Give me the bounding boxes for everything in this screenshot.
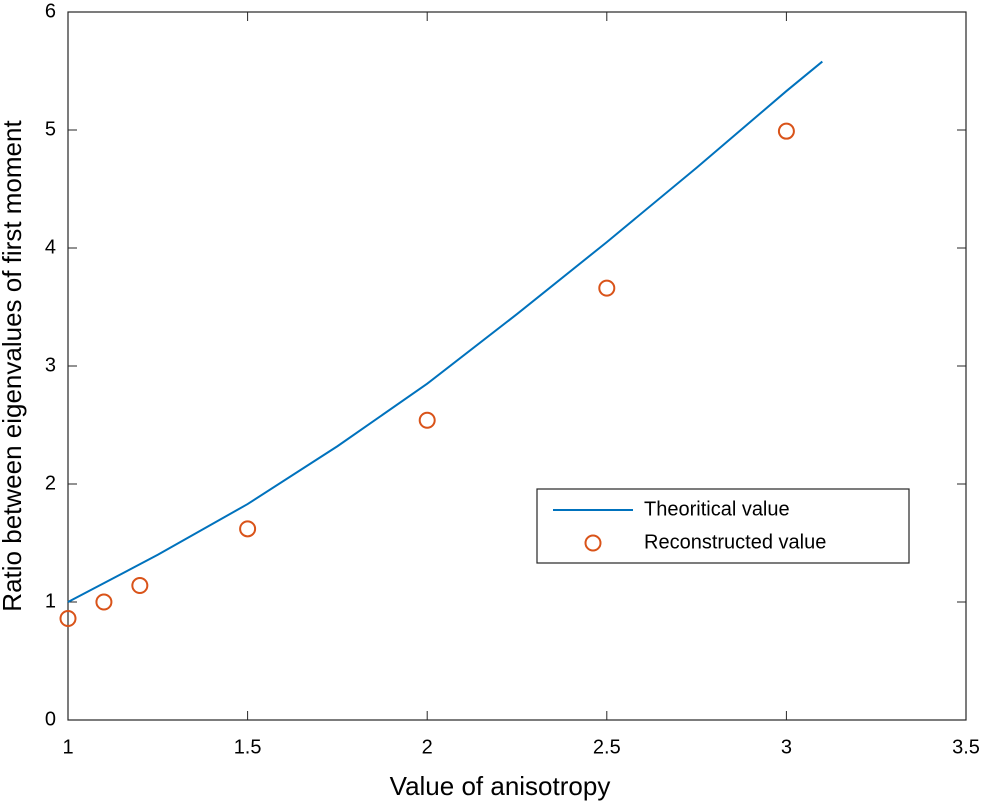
y-axis-label: Ratio between eigenvalues of first momen… [0,120,27,612]
y-tick-label: 5 [45,118,56,140]
x-tick-label: 1 [62,736,73,758]
scatter-point [95,593,113,611]
scatter-point [131,576,149,594]
line-series [67,60,823,603]
scatter-point [59,610,77,628]
x-axis-label: Value of anisotropy [390,771,611,801]
legend-box [536,488,910,564]
y-tick-label: 1 [45,590,56,612]
legend-swatch [584,534,602,552]
x-tick-label: 3 [781,736,792,758]
scatter-point [777,122,795,140]
y-tick-label: 6 [45,0,56,22]
x-tick-label: 2 [422,736,433,758]
x-tick-label: 1.5 [234,736,262,758]
plot-frame [67,11,967,721]
scatter-point [239,520,257,538]
scatter-point [598,279,616,297]
y-tick-label: 0 [45,708,56,730]
x-tick-label: 3.5 [952,736,980,758]
y-tick-label: 3 [45,354,56,376]
x-tick-label: 2.5 [593,736,621,758]
scatter-point [418,411,436,429]
legend-label: Reconstructed value [644,531,826,553]
y-tick-label: 4 [45,236,56,258]
y-tick-label: 2 [45,472,56,494]
legend-label: Theoritical value [644,498,790,520]
